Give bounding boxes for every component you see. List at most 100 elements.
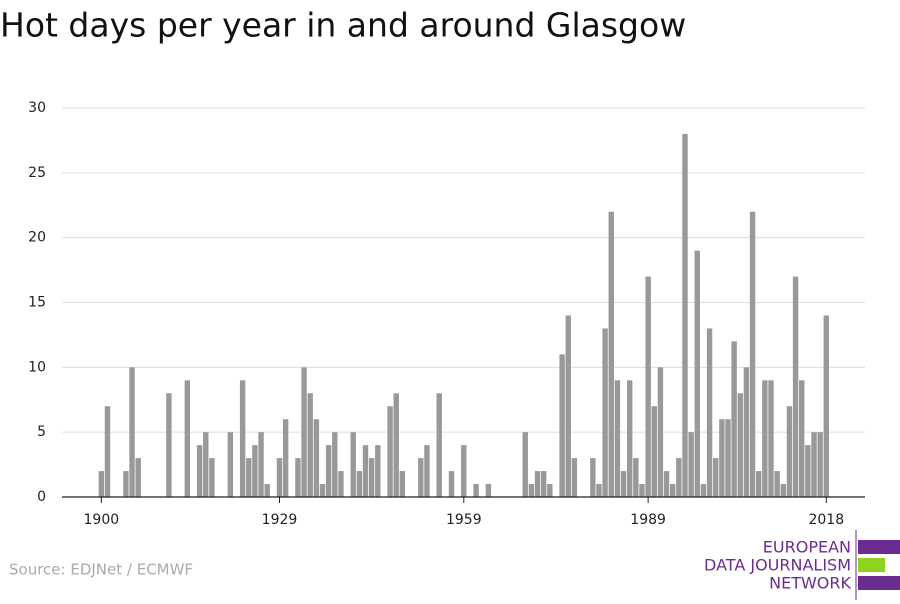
bar (688, 432, 694, 497)
bar (786, 406, 793, 497)
bar (135, 458, 141, 497)
bar (682, 133, 688, 497)
bar (203, 432, 209, 497)
bar (719, 419, 725, 497)
bar (645, 276, 651, 497)
bar (694, 250, 700, 497)
source: Source: EDJNet / ECMWF (9, 561, 193, 579)
y-tick-label: 5 (37, 424, 46, 440)
bar (614, 380, 621, 497)
bar (725, 419, 731, 497)
bar (375, 445, 381, 497)
logo-text: NETWORK (769, 574, 851, 593)
bar (540, 471, 547, 497)
bar (657, 367, 664, 497)
bar (319, 484, 326, 497)
x-tick-label: 1989 (630, 512, 666, 528)
logo-bar (858, 576, 900, 590)
bar (768, 380, 774, 497)
bar (620, 471, 627, 497)
bar (98, 471, 105, 497)
bar (393, 393, 399, 497)
bar (731, 341, 737, 497)
bar (596, 484, 602, 497)
y-tick-label: 25 (28, 165, 46, 181)
y-tick-label: 10 (28, 359, 46, 375)
bar (209, 458, 215, 497)
bar (301, 367, 307, 497)
y-tick-label: 30 (28, 100, 46, 116)
bar (547, 484, 553, 497)
bar (264, 484, 270, 497)
bar (762, 380, 768, 497)
bar (227, 432, 234, 497)
bar (282, 419, 289, 497)
bar (332, 432, 338, 497)
bar (448, 471, 455, 497)
bar (129, 367, 135, 497)
bar (362, 445, 369, 497)
bar (792, 276, 799, 497)
bar (166, 393, 172, 497)
bar (246, 458, 252, 497)
bar (104, 406, 111, 497)
x-tick-label: 2018 (808, 512, 844, 528)
y-tick-label: 0 (37, 489, 46, 505)
bar (184, 380, 191, 497)
bar (350, 432, 356, 497)
bar (633, 458, 639, 497)
bar (774, 471, 780, 497)
bar (565, 315, 571, 497)
bar (424, 445, 430, 497)
bar (252, 445, 258, 497)
bar (706, 328, 713, 497)
bar (473, 484, 479, 497)
bar (276, 458, 283, 497)
bar (749, 211, 756, 497)
y-tick-label: 20 (28, 230, 46, 246)
bar (239, 380, 246, 497)
bar (258, 432, 264, 497)
bar (743, 367, 750, 497)
bar (559, 354, 565, 497)
x-tick-label: 1929 (262, 512, 298, 528)
logo-bar (858, 558, 885, 572)
bar (123, 471, 129, 497)
logo-text: DATA JOURNALISM (704, 556, 851, 575)
bar (534, 471, 541, 497)
bar (780, 484, 786, 497)
bar (196, 445, 203, 497)
bar (307, 393, 313, 497)
bar (461, 445, 467, 497)
bar (485, 484, 492, 497)
bar (436, 393, 442, 497)
bar (805, 445, 811, 497)
bar (626, 380, 633, 497)
bar (608, 211, 614, 497)
bar (522, 432, 528, 497)
bar (387, 406, 393, 497)
bar (823, 315, 829, 497)
bar (356, 471, 363, 497)
bar (737, 393, 743, 497)
bar (663, 471, 670, 497)
bar (713, 458, 719, 497)
bar (811, 432, 817, 497)
bar (669, 484, 676, 497)
bar (651, 406, 657, 497)
y-tick-label: 15 (28, 295, 46, 311)
bar (700, 484, 707, 497)
bar (639, 484, 645, 497)
bar (325, 445, 332, 497)
bar (418, 458, 424, 497)
bar (799, 380, 805, 497)
logo-bar (858, 540, 900, 554)
bar (528, 484, 535, 497)
x-tick-label: 1959 (446, 512, 482, 528)
bar (676, 458, 682, 497)
logo-text: EUROPEAN (763, 538, 851, 557)
bar (571, 458, 578, 497)
bar (313, 419, 320, 497)
bar (590, 458, 596, 497)
